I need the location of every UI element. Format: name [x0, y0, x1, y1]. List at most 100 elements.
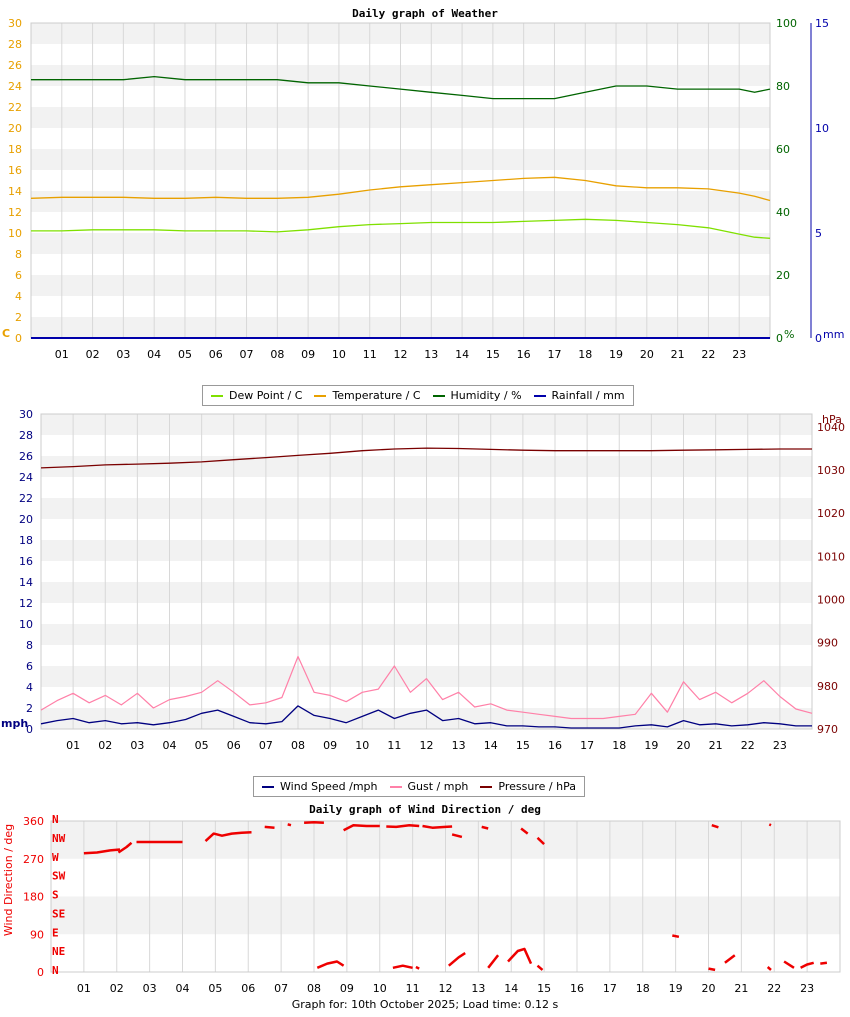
- right-pressure-tick-label: 970: [817, 723, 838, 736]
- x-tick-label: 09: [301, 348, 315, 361]
- right-pressure-tick-label: 990: [817, 637, 838, 650]
- wind-direction-trace: [392, 964, 413, 970]
- x-tick-label: 02: [98, 739, 112, 752]
- wind-direction-trace: [422, 824, 453, 829]
- y-tick-label: 180: [23, 891, 44, 904]
- y-tick-label: 360: [23, 815, 44, 828]
- left-tick-label: 8: [26, 639, 33, 652]
- right-humidity-tick-label: 40: [776, 206, 790, 219]
- wind-direction-trace: [481, 825, 489, 830]
- compass-label: N: [52, 964, 59, 977]
- wind-direction-trace: [536, 836, 545, 846]
- compass-label: NE: [52, 945, 65, 958]
- right-rain-tick-label: 15: [815, 17, 829, 30]
- wind-direction-trace: [800, 961, 815, 969]
- left-tick-label: 6: [15, 269, 22, 282]
- x-tick-label: 22: [741, 739, 755, 752]
- x-tick-label: 18: [578, 348, 592, 361]
- x-tick-label: 16: [548, 739, 562, 752]
- series-line: [31, 75, 771, 100]
- x-tick-label: 19: [644, 739, 658, 752]
- wind-direction-trace: [487, 954, 500, 969]
- x-tick-label: 19: [609, 348, 623, 361]
- compass-label: SW: [52, 870, 66, 883]
- x-tick-label: 20: [677, 739, 691, 752]
- left-tick-label: 30: [19, 408, 33, 421]
- wind-direction-trace: [820, 961, 828, 965]
- x-tick-label: 17: [580, 739, 594, 752]
- compass-label: E: [52, 926, 59, 939]
- x-tick-label: 11: [363, 348, 377, 361]
- chart3-y-axis-label: Wind Direction / deg: [2, 824, 15, 936]
- legend-item-gust: Gust / mph: [389, 780, 468, 793]
- x-tick-label: 14: [504, 982, 518, 995]
- left-tick-label: 16: [8, 164, 22, 177]
- x-tick-label: 04: [147, 348, 161, 361]
- x-tick-label: 08: [270, 348, 284, 361]
- x-tick-label: 14: [455, 348, 469, 361]
- wind-direction-trace: [264, 825, 275, 829]
- x-tick-label: 15: [537, 982, 551, 995]
- wind-direction-trace: [766, 966, 772, 971]
- left-tick-label: 2: [26, 702, 33, 715]
- x-tick-label: 20: [640, 348, 654, 361]
- left-tick-label: 12: [8, 206, 22, 219]
- right-humidity-tick-label: 80: [776, 80, 790, 93]
- x-tick-label: 01: [55, 348, 69, 361]
- wind-direction-trace: [451, 833, 463, 839]
- rain-unit-label: mm: [823, 328, 844, 341]
- x-tick-label: 10: [332, 348, 346, 361]
- legend-label: Wind Speed /mph: [280, 780, 378, 793]
- right-humidity-tick-label: 100: [776, 17, 797, 30]
- right-humidity-tick-label: 20: [776, 269, 790, 282]
- wind-direction-trace: [768, 823, 772, 827]
- legend-item-humidity: Humidity / %: [432, 389, 522, 402]
- wind-direction-trace: [708, 967, 716, 972]
- left-tick-label: 28: [19, 429, 33, 442]
- legend-label: Rainfall / mm: [551, 389, 625, 402]
- plot-frame: [50, 820, 841, 973]
- compass-label: N: [52, 813, 59, 826]
- wind-direction-trace: [287, 823, 292, 827]
- x-tick-label: 09: [323, 739, 337, 752]
- x-tick-label: 22: [701, 348, 715, 361]
- compass-label: S: [52, 889, 59, 902]
- x-tick-label: 03: [116, 348, 130, 361]
- series-line: [30, 176, 771, 202]
- x-tick-label: 08: [307, 982, 321, 995]
- right-pressure-tick-label: 1030: [817, 464, 845, 477]
- legend-item-rainfall: Rainfall / mm: [533, 389, 625, 402]
- x-tick-label: 18: [612, 739, 626, 752]
- x-tick-label: 06: [209, 348, 223, 361]
- series-line: [40, 705, 812, 729]
- legend-label: Dew Point / C: [229, 389, 303, 402]
- right-pressure-tick-label: 1020: [817, 507, 845, 520]
- left-tick-label: 18: [8, 143, 22, 156]
- wind-direction-trace: [711, 824, 719, 829]
- right-pressure-tick-label: 1010: [817, 550, 845, 563]
- x-tick-label: 16: [517, 348, 531, 361]
- wind-direction-trace: [316, 960, 345, 969]
- x-tick-label: 22: [767, 982, 781, 995]
- left-tick-label: 16: [19, 555, 33, 568]
- wind-direction-trace: [672, 934, 680, 939]
- wind-direction-trace: [117, 841, 133, 854]
- left-tick-label: 12: [19, 597, 33, 610]
- left-unit-label: mph: [1, 717, 28, 730]
- right-humidity-tick-label: 0: [776, 332, 783, 345]
- left-tick-label: 24: [19, 471, 33, 484]
- left-tick-label: 20: [19, 513, 33, 526]
- x-tick-label: 23: [800, 982, 814, 995]
- x-tick-label: 21: [671, 348, 685, 361]
- x-tick-label: 16: [570, 982, 584, 995]
- y-tick-label: 90: [30, 928, 44, 941]
- x-tick-label: 06: [241, 982, 255, 995]
- left-tick-label: 24: [8, 80, 22, 93]
- wind-direction-trace: [204, 831, 252, 843]
- x-tick-label: 05: [178, 348, 192, 361]
- left-tick-label: 0: [15, 332, 22, 345]
- y-tick-label: 270: [23, 853, 44, 866]
- x-tick-label: 10: [373, 982, 387, 995]
- wind-direction-trace: [343, 823, 380, 832]
